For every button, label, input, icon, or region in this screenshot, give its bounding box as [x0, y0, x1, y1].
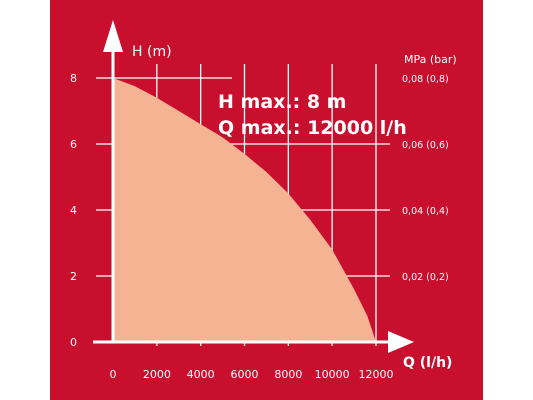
y2-tick-label-0: 0,02 (0,2): [402, 272, 449, 283]
y-tick-label-4: 8: [70, 72, 77, 85]
y-tick-label-1: 2: [70, 270, 77, 283]
y2-tick-label-1: 0,04 (0,4): [402, 206, 449, 217]
x-axis-arrow: [388, 331, 414, 353]
x-tick-label-0: 0: [110, 368, 117, 381]
y2-axis-label: MPa (bar): [404, 53, 457, 66]
y-tick-label-0: 0: [70, 336, 77, 349]
x-tick-label-2: 4000: [187, 368, 215, 381]
y2-tick-labels: 0,02 (0,2) 0,04 (0,4) 0,06 (0,6) 0,08 (0,8): [402, 74, 449, 283]
x-tick-label-1: 2000: [143, 368, 171, 381]
x-tick-labels: 0 2000 4000 6000 8000 10000 12000: [110, 368, 394, 381]
y-axis-arrow: [103, 20, 123, 52]
y-tick-labels: 0 2 4 6 8: [70, 72, 77, 349]
annotation-q-max: Q max.: 12000 l/h: [218, 117, 407, 139]
y-tick-label-3: 6: [70, 138, 77, 151]
x-axis-label: Q (l/h): [403, 355, 452, 371]
x-tick-label-6: 12000: [359, 368, 394, 381]
annotation-h-max: H max.: 8 m: [218, 91, 346, 113]
y2-tick-label-3: 0,08 (0,8): [402, 74, 449, 85]
y-axis-label: H (m): [132, 44, 172, 60]
curve-area: [113, 78, 376, 342]
x-tick-label-4: 8000: [274, 368, 302, 381]
y-tick-label-2: 4: [70, 204, 77, 217]
axes: [93, 20, 414, 353]
x-tick-label-3: 6000: [231, 368, 259, 381]
x-tick-label-5: 10000: [315, 368, 350, 381]
y2-tick-label-2: 0,06 (0,6): [402, 140, 449, 151]
